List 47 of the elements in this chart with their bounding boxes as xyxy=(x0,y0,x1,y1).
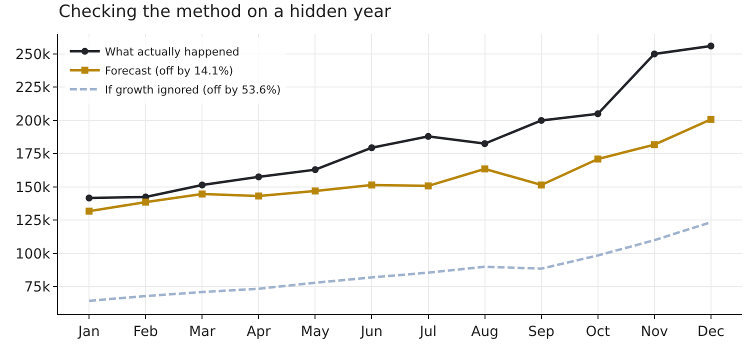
x-tick-label: Apr xyxy=(246,324,272,340)
point xyxy=(198,181,206,188)
point xyxy=(368,144,376,152)
x-tick-label: Nov xyxy=(640,324,668,340)
point xyxy=(86,208,93,215)
point xyxy=(650,50,658,58)
point xyxy=(424,182,432,190)
point xyxy=(707,116,714,123)
point xyxy=(707,42,714,50)
x-tick-label: Jun xyxy=(360,324,383,340)
point xyxy=(312,187,319,194)
y-tick-label: 225k xyxy=(15,80,52,96)
y-tick-label: 250k xyxy=(15,46,52,63)
x-tick-label: Aug xyxy=(471,324,498,340)
x-tick-label: May xyxy=(300,324,330,340)
y-tick-label: 125k xyxy=(15,213,52,230)
y-tick-label: 150k xyxy=(15,180,52,196)
x-tick-label: Oct xyxy=(586,324,610,340)
point xyxy=(368,181,376,188)
point xyxy=(312,166,319,174)
x-tick-label: Dec xyxy=(697,324,724,340)
y-tick-label: 100k xyxy=(15,246,52,262)
point xyxy=(650,141,658,148)
y-tick-label: 200k xyxy=(15,113,52,130)
point xyxy=(142,198,150,206)
x-tick-label: Mar xyxy=(188,324,216,340)
point xyxy=(481,165,488,172)
point xyxy=(86,194,93,202)
x-tick-label: Jul xyxy=(418,324,437,340)
legend-label: If growth ignored (off by 53.6%) xyxy=(104,84,281,97)
point xyxy=(538,116,545,124)
x-tick-label: Feb xyxy=(133,324,158,340)
legend-label: What actually happened xyxy=(104,46,240,59)
point xyxy=(594,156,602,163)
x-tick-label: Jan xyxy=(77,324,100,340)
x-tick-label: Sep xyxy=(528,324,555,340)
point xyxy=(255,192,262,200)
chart-title: Checking the method on a hidden year xyxy=(58,2,392,22)
legend-label: Forecast (off by 14.1%) xyxy=(104,64,234,78)
point xyxy=(594,110,602,118)
point xyxy=(481,140,488,148)
point xyxy=(198,190,206,198)
point xyxy=(538,181,545,188)
point xyxy=(424,132,432,140)
y-tick-label: 175k xyxy=(15,146,52,163)
point xyxy=(255,173,262,180)
y-tick-label: 75k xyxy=(24,280,52,296)
